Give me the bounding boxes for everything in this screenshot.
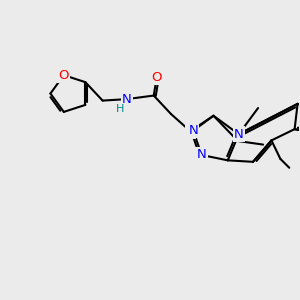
Text: O: O: [152, 70, 162, 84]
Text: H: H: [116, 103, 124, 114]
Text: O: O: [58, 69, 69, 82]
Text: S: S: [186, 125, 194, 138]
Text: N: N: [234, 128, 244, 141]
Text: N: N: [197, 148, 206, 161]
Text: N: N: [188, 124, 198, 137]
Text: N: N: [122, 93, 132, 106]
